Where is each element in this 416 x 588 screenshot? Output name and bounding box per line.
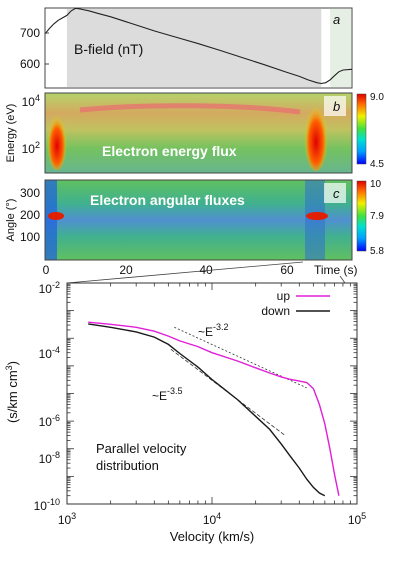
ytick-label: 10-2 — [39, 280, 60, 296]
xtick-label: 104 — [203, 511, 221, 527]
distribution-panel: 103 104 105 10-2 10-4 10-6 10-8 10-10 Ve… — [4, 280, 366, 544]
panel-a-ytick-600: 600 — [20, 57, 49, 71]
xtick-label: 60 — [280, 263, 294, 277]
highlight-region — [66, 9, 322, 87]
colorbar-c-tick: 7.9 — [370, 211, 384, 222]
series-down — [88, 323, 326, 497]
ytick-label: 700 — [20, 26, 40, 40]
hot-spot-right — [306, 212, 328, 220]
hot-spot-right — [304, 99, 328, 171]
xtick-label: 0 — [43, 263, 50, 277]
distribution-ticks — [66, 283, 357, 505]
colorbar-b — [356, 93, 367, 165]
panel-a: B-field (nT) a 700 600 — [20, 7, 353, 89]
panel-c-xlabel: Time (s) — [314, 263, 358, 277]
xtick-label: 20 — [119, 263, 133, 277]
panel-b-ylabel: Energy (eV) — [5, 104, 17, 163]
distribution-ytick-labels: 10-2 10-4 10-6 10-8 10-10 — [34, 280, 60, 513]
panel-b-label: Electron energy flux — [102, 143, 237, 159]
legend: up down — [261, 289, 330, 318]
ytick-label: 10-8 — [39, 450, 60, 466]
panel-b: Electron energy flux b Energy (eV) 104 1… — [5, 92, 384, 174]
xtick-label: 105 — [348, 511, 366, 527]
legend-label-up: up — [277, 289, 291, 303]
spectrogram-edge-left — [45, 180, 57, 260]
ytick-label: 10-10 — [34, 497, 60, 513]
xtick-label: 103 — [58, 511, 76, 527]
b-field-line — [44, 7, 353, 85]
panel-c: Electron angular fluxes c Angle (°) 300 … — [5, 179, 384, 277]
panel-a-letter: a — [333, 12, 340, 27]
panel-letter-bg — [324, 183, 346, 203]
ytick-label: 300 — [20, 186, 40, 200]
series-up — [88, 321, 340, 496]
hot-spot-left — [48, 212, 64, 220]
ytick-label-1e4: 104 — [22, 93, 40, 109]
panel-c-ylabel: Angle (°) — [5, 199, 17, 242]
panel-c-letter: c — [333, 186, 340, 201]
zoom-connector-left — [66, 261, 304, 284]
panel-b-frame — [44, 92, 353, 174]
panel-a-ytick-700: 700 — [20, 26, 49, 40]
distribution-series — [88, 321, 340, 497]
angle-spectrogram — [45, 180, 352, 260]
ytick-label: 200 — [20, 208, 40, 222]
colorbar-b-tick: 9.0 — [370, 92, 384, 103]
panel-letter-bg — [324, 96, 346, 116]
spectrogram-band — [79, 103, 301, 115]
panel-c-frame — [44, 179, 353, 261]
legend-label-down: down — [261, 304, 290, 318]
ytick-label: 10-4 — [39, 345, 60, 361]
ytick-label: 10-6 — [39, 413, 60, 429]
colorbar-b-tick: 4.5 — [370, 159, 384, 170]
colorbar-c-tick: 10 — [370, 179, 382, 190]
ytick-label: 600 — [20, 57, 40, 71]
colorbar-c — [356, 180, 367, 252]
annotation-line-2: distribution — [96, 458, 159, 473]
hot-spot-left — [47, 110, 67, 170]
panel-b-letter: b — [333, 99, 340, 114]
annotation-line-1: Parallel velocity — [96, 441, 187, 456]
distribution-xtick-labels: 103 104 105 — [58, 511, 366, 527]
fit-label-e32: ~E-3.2 — [198, 322, 229, 339]
panel-a-label: B-field (nT) — [74, 41, 143, 57]
panel-c-label: Electron angular fluxes — [90, 192, 245, 208]
colorbar-c-tick: 5.8 — [370, 246, 384, 257]
secondary-region — [330, 9, 351, 87]
ytick-label: 100 — [20, 230, 40, 244]
ytick-label-1e2: 102 — [22, 140, 40, 156]
distribution-ylabel: (s/km cm3) — [4, 361, 20, 423]
xtick-label: 40 — [199, 263, 213, 277]
distribution-xlabel: Velocity (km/s) — [170, 529, 255, 544]
fit-label-e35: ~E-3.5 — [152, 386, 183, 403]
spectrogram-edge-right — [305, 180, 325, 260]
